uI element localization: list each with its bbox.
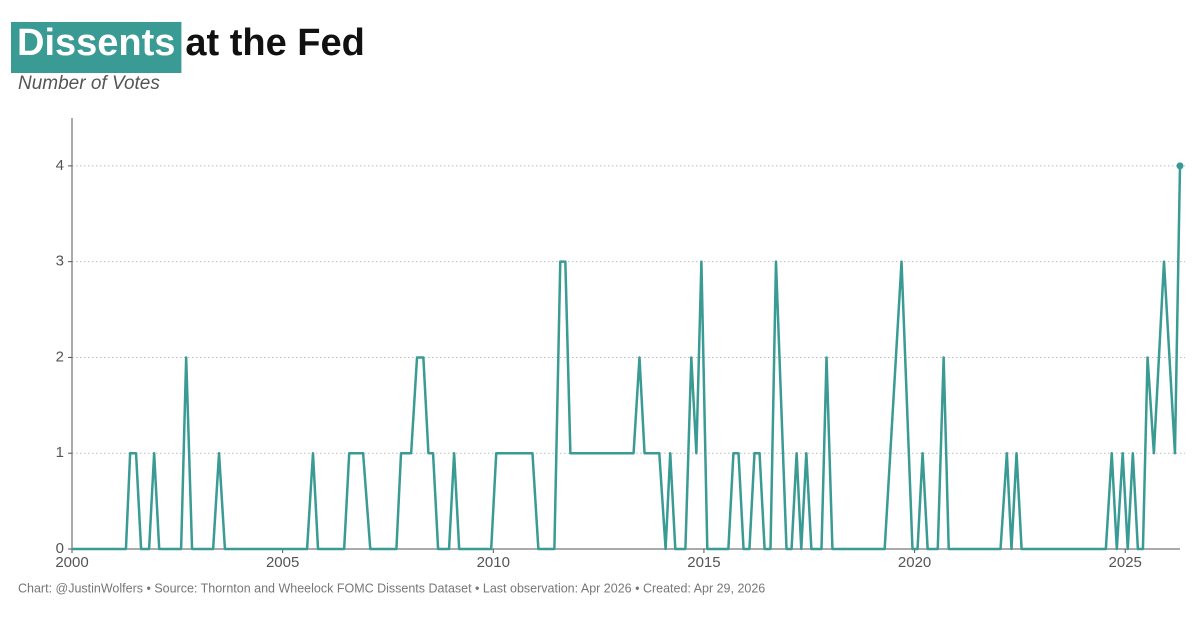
x-tick-label: 2010 [477,554,510,571]
x-tick-label: 2005 [266,554,299,571]
chart-caption: Chart: @JustinWolfers • Source: Thornton… [18,581,765,595]
chart-title: at the Fed [185,22,364,64]
chart-subtitle: Number of Votes [18,73,160,94]
y-tick-label: 4 [56,157,64,174]
y-tick-label: 1 [56,444,64,461]
x-tick-label: 2020 [898,554,931,571]
chart-title-highlight: Dissents [17,22,175,64]
x-tick-label: 2000 [55,554,88,571]
x-tick-label: 2015 [687,554,720,571]
x-tick-label: 2025 [1109,554,1142,571]
end-point [1176,162,1184,170]
y-tick-label: 0 [56,540,64,557]
line-series [72,165,1182,551]
y-tick-label: 2 [56,348,64,365]
title-highlight-box [11,22,182,73]
y-tick-label: 3 [56,253,64,270]
